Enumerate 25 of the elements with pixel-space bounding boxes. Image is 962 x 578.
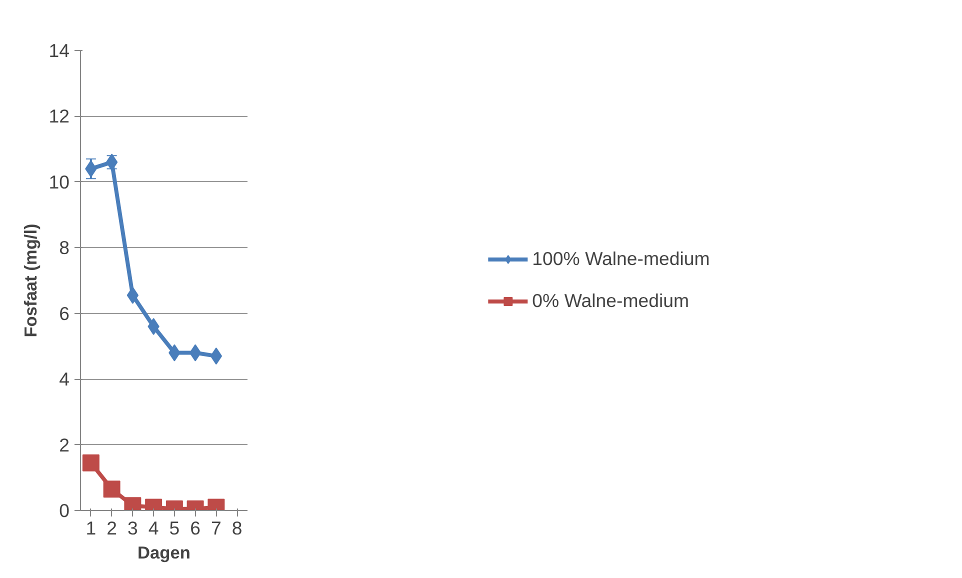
point [148,318,160,335]
y-tick-label: 10 [48,171,70,192]
x-axis-title: Dagen [138,542,190,562]
y-axis-title: Fosfaat (mg/l) [20,224,41,338]
point [210,348,222,365]
point [189,344,202,362]
y-tick-label: 0 [59,500,70,521]
legend-label: 100% Walne-medium [532,248,710,270]
point [82,454,100,472]
x-tick-label: 4 [148,518,159,538]
x-tick-label: 5 [169,518,180,538]
x-tick-label: 6 [190,518,201,538]
y-tick-label: 12 [48,106,70,127]
y-tick-label: 4 [59,368,70,390]
y-tick-label: 14 [48,40,70,61]
x-tick-label: 8 [232,518,242,538]
legend-label: 0% Walne-medium [532,290,690,312]
y-tick-label: 8 [59,237,70,258]
point [126,286,139,304]
x-tick-label: 3 [128,518,138,538]
x-tick-label: 7 [211,518,222,538]
y-tick-label: 2 [59,434,70,456]
x-tick-label: 2 [106,518,118,538]
y-tick-label: 6 [59,302,70,324]
x-tick-label: 1 [86,518,96,538]
